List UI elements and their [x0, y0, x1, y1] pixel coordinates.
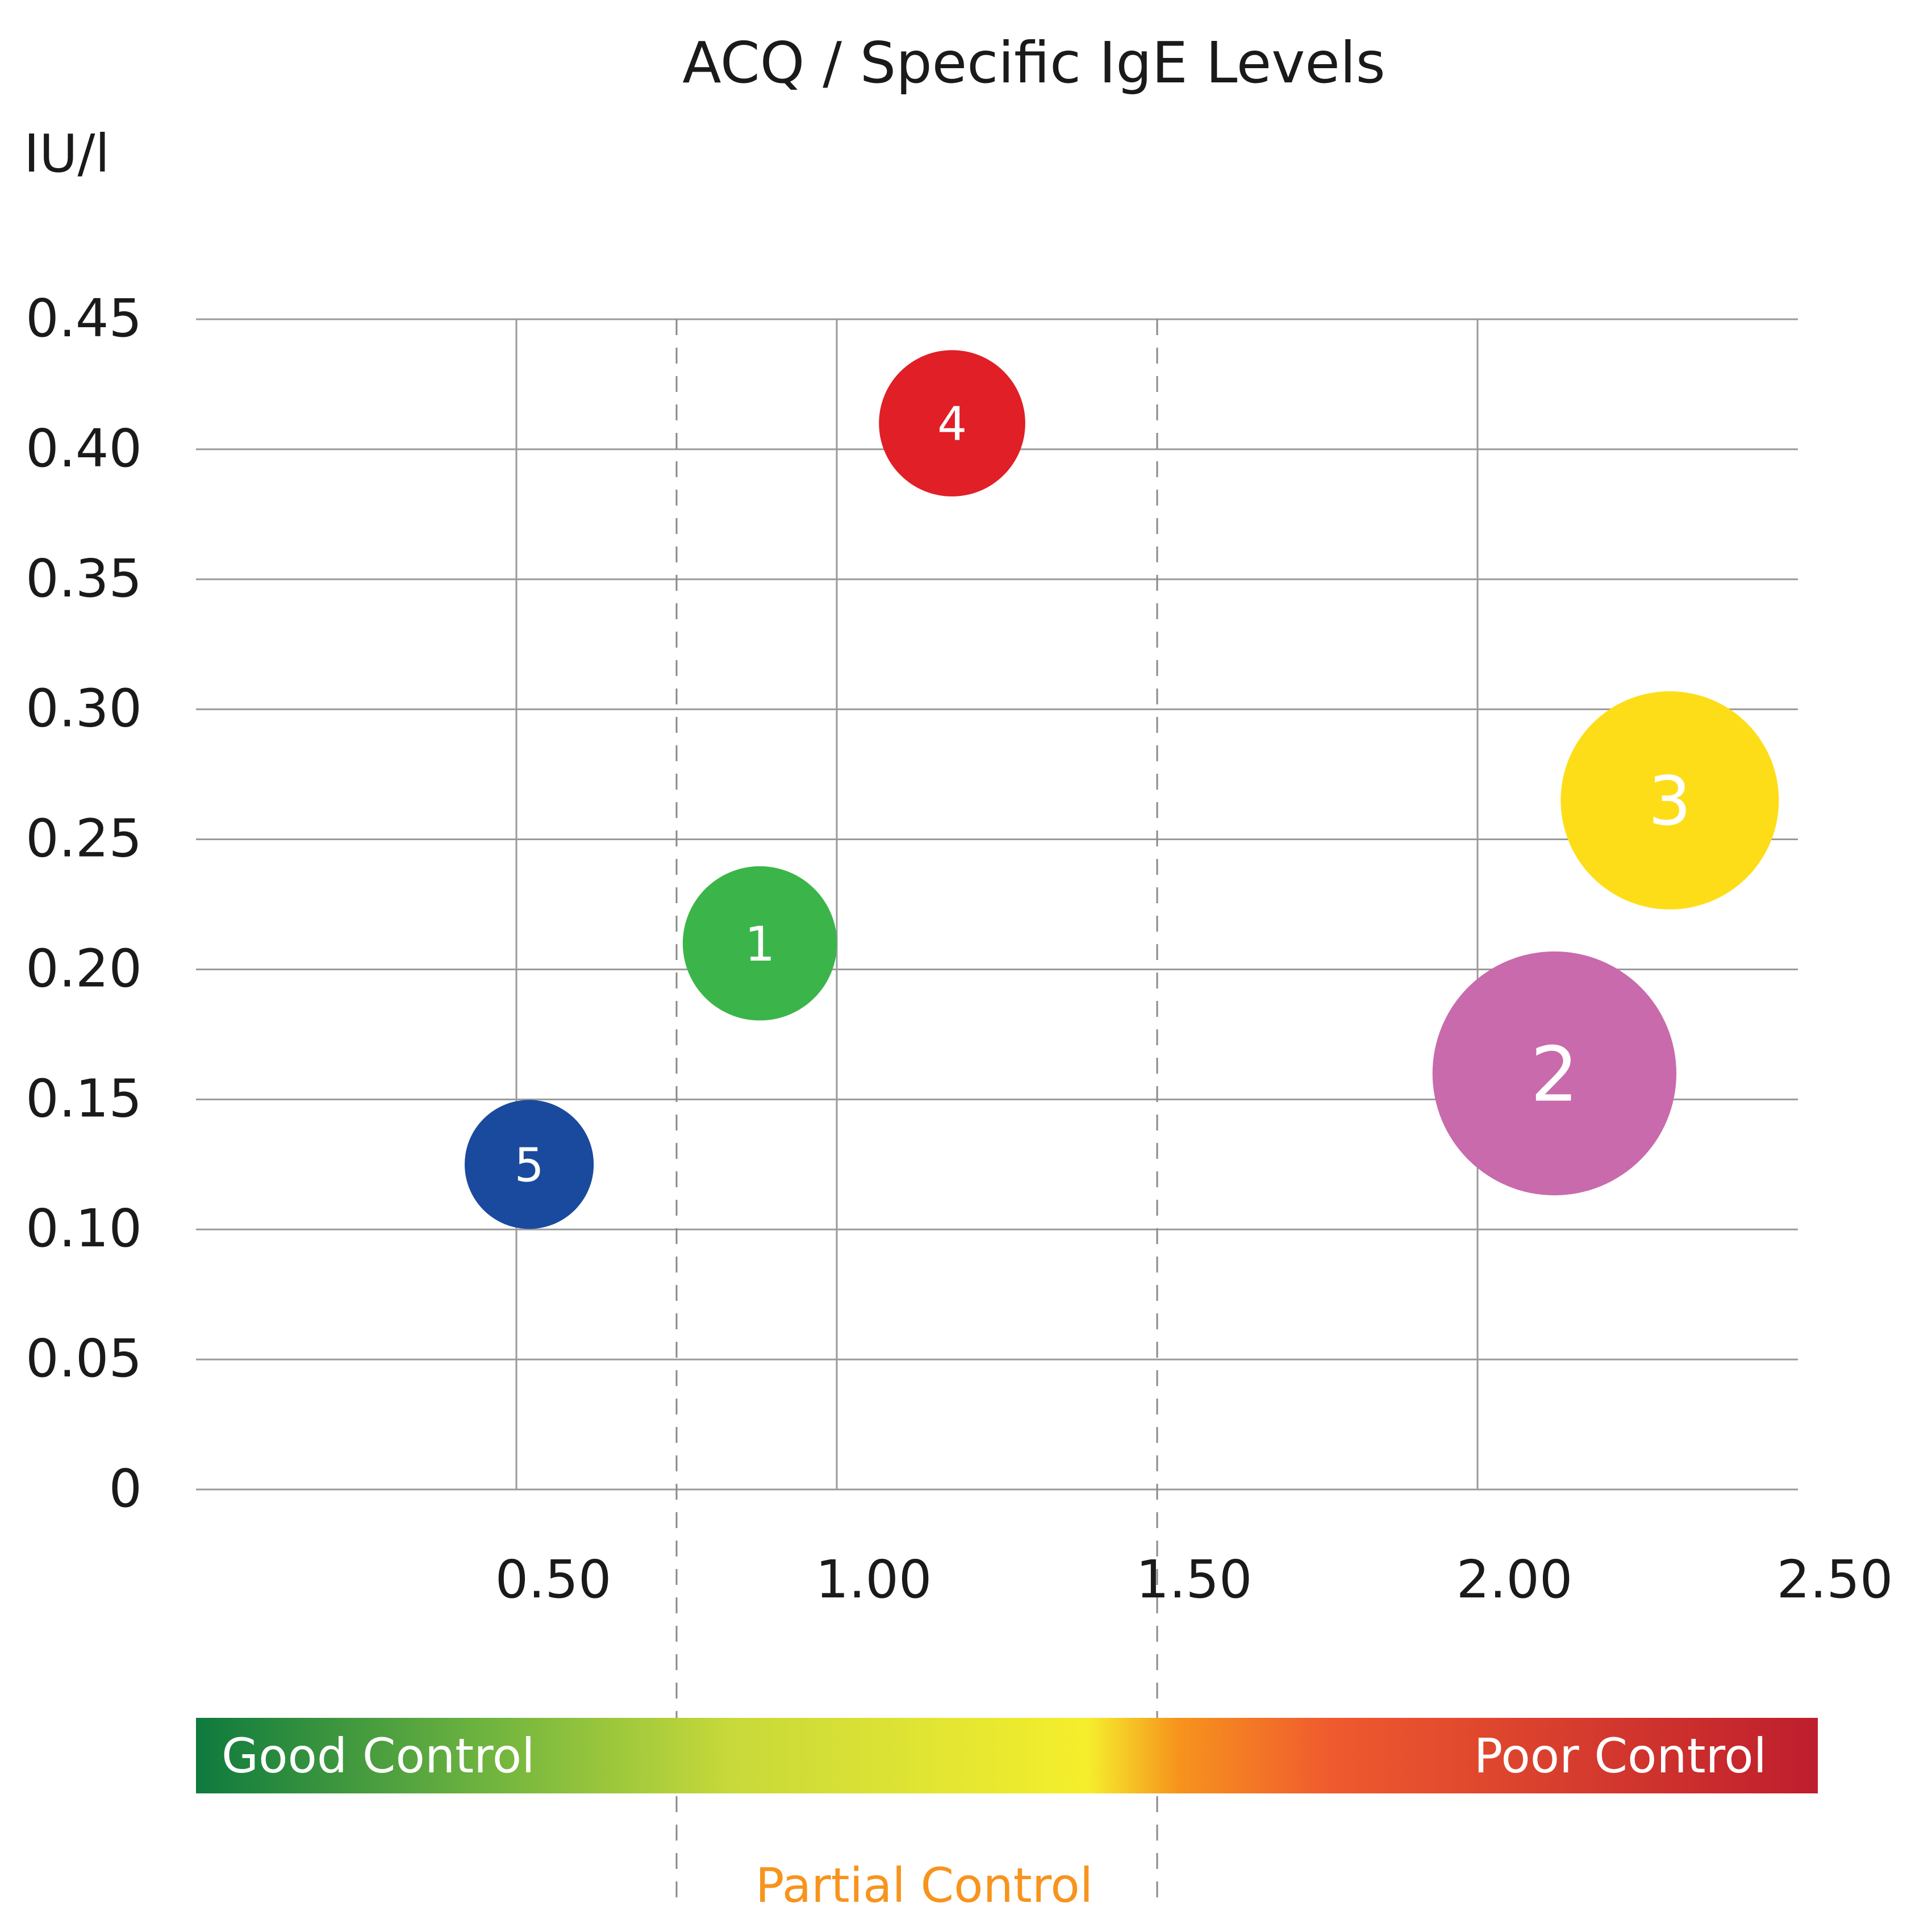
bubble-2: [1432, 951, 1677, 1196]
bubbles: 1 2 3 4 5: [464, 350, 1779, 1229]
x-tick-label: 2.50: [1777, 1549, 1893, 1610]
bubble-4: [879, 350, 1025, 496]
bubble-label-5: 5: [514, 1138, 544, 1192]
y-axis-unit-label: IU/l: [24, 123, 110, 184]
bubble-label-3: 3: [1649, 763, 1692, 841]
x-tick-label: 1.00: [816, 1549, 932, 1610]
y-tick-label: 0.10: [26, 1198, 142, 1259]
x-tick-label: 1.50: [1136, 1549, 1253, 1610]
y-tick-label: 0.20: [26, 938, 142, 999]
good-control-label: Good Control: [222, 1728, 535, 1784]
y-tick-label: 0.25: [26, 808, 142, 869]
control-scale-bar: [196, 1718, 1818, 1793]
bubble-label-1: 1: [745, 916, 775, 972]
poor-control-label: Poor Control: [1474, 1728, 1767, 1784]
y-tick-label: 0.30: [26, 678, 142, 739]
x-axis-ticks: 0.50 1.00 1.50 2.00 2.50: [495, 1549, 1893, 1610]
x-tick-label: 0.50: [495, 1549, 612, 1610]
y-tick-label: 0.15: [26, 1068, 142, 1129]
bubble-label-4: 4: [937, 398, 967, 452]
bubble-5: [464, 1100, 594, 1229]
partial-control-boundaries: [675, 319, 1158, 1900]
partial-control-label: Partial Control: [756, 1858, 1093, 1913]
bubble-3: [1560, 691, 1779, 909]
bubble-label-2: 2: [1530, 1030, 1579, 1119]
y-tick-label: 0.45: [26, 288, 142, 349]
y-tick-label: 0.40: [26, 418, 142, 479]
x-tick-label: 2.00: [1457, 1549, 1573, 1610]
y-tick-label: 0.35: [26, 548, 142, 609]
y-axis-ticks: 0 0.05 0.10 0.15 0.20 0.25 0.30 0.35 0.40 0.45: [26, 288, 142, 1519]
bubble-1: [682, 866, 837, 1021]
y-tick-label: 0: [109, 1458, 142, 1519]
y-tick-label: 0.05: [26, 1328, 142, 1389]
chart-title: ACQ / Specific IgE Levels: [682, 30, 1385, 96]
grid: [196, 318, 1798, 1491]
